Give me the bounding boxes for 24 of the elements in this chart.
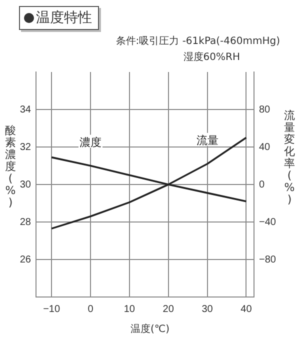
- y2-tick-label: −80: [259, 254, 276, 266]
- y-tick-label: 26: [20, 254, 32, 266]
- y2-tick-label: −40: [259, 216, 276, 228]
- x-tick-label: 10: [124, 304, 136, 315]
- y2-tick-label: 0: [259, 179, 265, 190]
- series-label: 流量: [196, 134, 218, 147]
- y-tick-label: 32: [20, 142, 32, 153]
- y-tick-label: 28: [20, 216, 32, 228]
- series-label: 濃度: [80, 136, 102, 149]
- text: 湿度60%RH: [183, 50, 240, 64]
- x-tick-label: 40: [240, 304, 252, 315]
- x-tick-label: 30: [202, 304, 214, 315]
- y2-tick-label: 40: [259, 142, 271, 153]
- x-tick-label: 20: [162, 304, 174, 315]
- y-tick-label: 30: [20, 179, 32, 190]
- x-tick-label: 0: [88, 304, 94, 315]
- chart-title: 温度特性: [36, 9, 92, 27]
- y2-tick-label: 80: [259, 104, 271, 116]
- text: 条件:吸引圧力 -61kPa(-460mmHg): [116, 34, 280, 48]
- y2-axis-title: 流量変化率(%): [283, 109, 296, 206]
- y-tick-label: 34: [20, 104, 32, 116]
- y-axis-title: 酸素濃度(%): [4, 124, 17, 209]
- x-axis-title: 温度(℃): [129, 322, 171, 336]
- x-tick-label: −10: [43, 304, 60, 315]
